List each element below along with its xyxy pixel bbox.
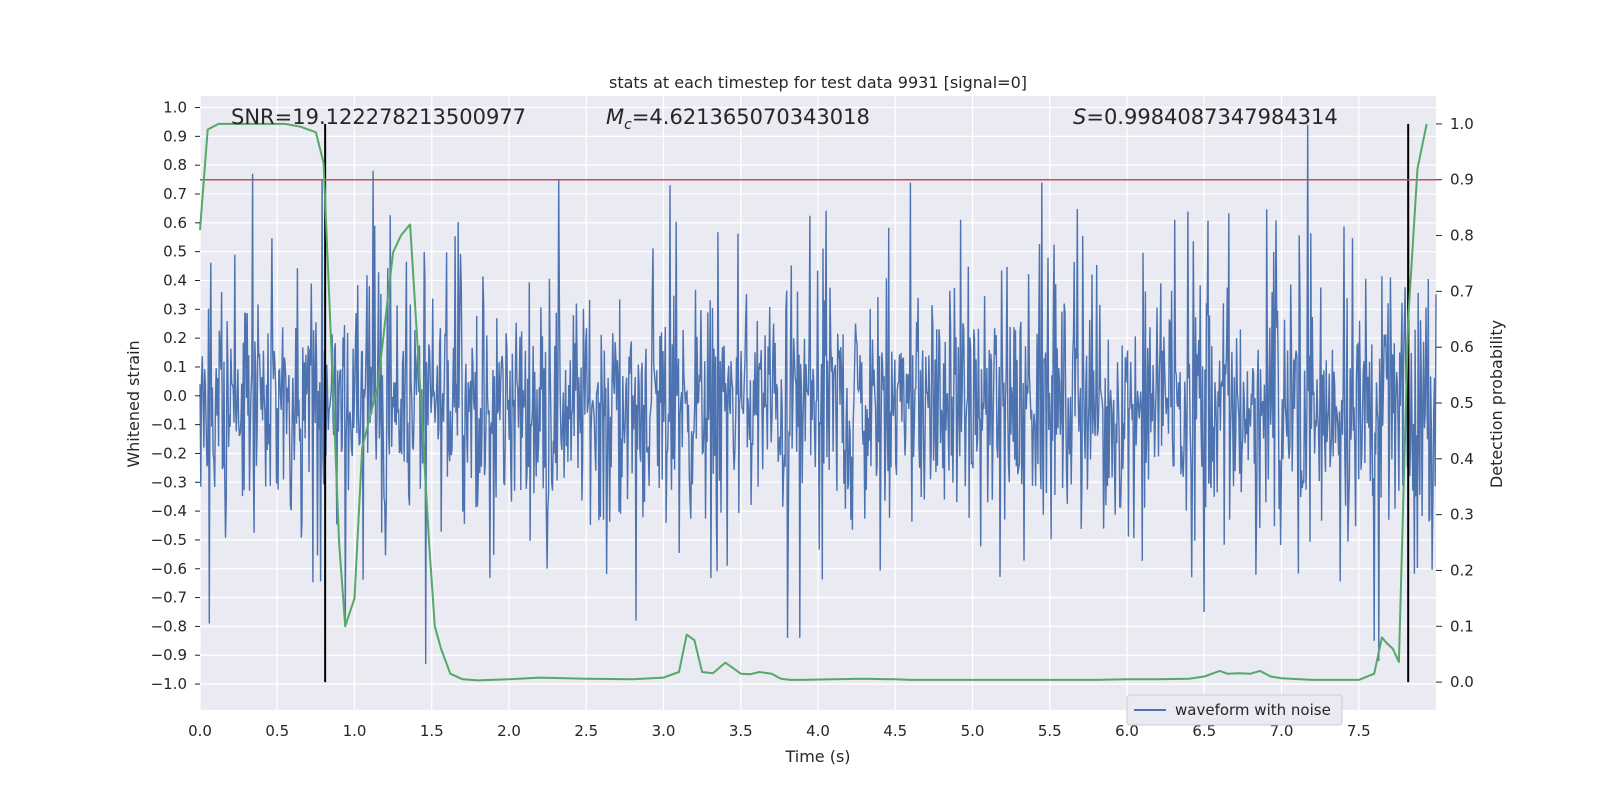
y-tick-label: −0.6 (151, 560, 187, 578)
x-tick-label: 3.5 (729, 722, 753, 740)
waveform-series (199, 124, 1437, 664)
y-tick-label: −0.3 (151, 473, 187, 491)
y2-tick-label: 0.2 (1450, 561, 1474, 579)
y2-tick-label: 0.5 (1450, 394, 1474, 412)
legend-box (1126, 694, 1343, 726)
significance-annotation: S=0.9984087347984314 (1073, 105, 1338, 129)
y-tick-label: 1.0 (163, 99, 187, 117)
x-tick-label: 6.0 (1115, 722, 1139, 740)
y2-tick-label: 0.1 (1450, 617, 1474, 635)
x-tick-label: 6.5 (1192, 722, 1216, 740)
y-tick-label: 0.1 (163, 358, 187, 376)
y-tick-label: 0.6 (163, 214, 187, 232)
y-tick-label: −0.2 (151, 444, 187, 462)
y-tick-label: 0.2 (163, 329, 187, 347)
y2-axis-label: Detection probability (1487, 320, 1506, 488)
y2-tick-label: 1.0 (1450, 115, 1474, 133)
y2-tick-label: 0.3 (1450, 506, 1474, 524)
x-tick-label: 0.5 (265, 722, 289, 740)
x-tick-label: 0.0 (188, 722, 212, 740)
probability-line (199, 122, 1428, 682)
y2-axis-ticks: 1.0 0.9 0.8 0.7 0.6 0.5 0.4 0.3 0.2 0.1 0.0 (1436, 115, 1474, 691)
x-tick-label: 5.5 (1038, 722, 1062, 740)
y2-tick-label: 0.9 (1450, 171, 1474, 189)
y2-tick-label: 0.0 (1450, 673, 1474, 691)
chart-title: stats at each timestep for test data 993… (609, 73, 1027, 92)
x-tick-label: 4.0 (806, 722, 830, 740)
y2-tick-label: 0.4 (1450, 450, 1474, 468)
chirp-mass-symbol: M (606, 105, 624, 129)
y-tick-label: −0.7 (151, 589, 187, 607)
y-tick-label: −0.9 (151, 646, 187, 664)
legend-label: waveform with noise (1175, 701, 1331, 719)
y-tick-label: 0.4 (163, 271, 187, 289)
y-tick-label: 0.0 (163, 387, 187, 405)
y-tick-label: 0.3 (163, 300, 187, 318)
y-tick-label: 0.8 (163, 156, 187, 174)
y-tick-label: −1.0 (151, 675, 187, 693)
chirp-mass-value: =4.621365070343018 (632, 105, 870, 129)
waveform-line (199, 124, 1437, 664)
y-axis-ticks: 1.0 0.9 0.8 0.7 0.6 0.5 0.4 0.3 0.2 0.1 0.0 −0.1 −0.… (151, 99, 200, 693)
x-tick-label: 5.0 (961, 722, 985, 740)
y2-tick-label: 0.8 (1450, 227, 1474, 245)
chirp-mass-subscript: c (624, 117, 632, 133)
x-tick-label: 7.5 (1347, 722, 1371, 740)
y-tick-label: −0.1 (151, 416, 187, 434)
x-axis-ticks: 0.0 0.5 1.0 1.5 2.0 2.5 3.0 3.5 4.0 4.5 5.0 5.5 6.0 6… (188, 722, 1371, 740)
significance-value: =0.9984087347984314 (1086, 105, 1337, 129)
chirp-mass-annotation: Mc=4.621365070343018 (606, 105, 870, 133)
y2-tick-label: 0.6 (1450, 338, 1474, 356)
x-tick-label: 2.5 (574, 722, 598, 740)
x-axis-label: Time (s) (784, 747, 850, 766)
y-tick-label: −0.5 (151, 531, 187, 549)
y2-tick-label: 0.7 (1450, 282, 1474, 300)
x-tick-label: 1.5 (420, 722, 444, 740)
probability-series (199, 122, 1428, 682)
y-tick-label: −0.4 (151, 502, 187, 520)
y-tick-label: 0.7 (163, 185, 187, 203)
x-tick-label: 7.0 (1270, 722, 1294, 740)
x-tick-label: 4.5 (883, 722, 907, 740)
legend: waveform with noise (1126, 694, 1343, 726)
y-tick-label: 0.9 (163, 127, 187, 145)
y-tick-label: −0.8 (151, 617, 187, 635)
significance-symbol: S (1073, 105, 1086, 129)
snr-annotation: SNR=19.122278213500977 (231, 105, 526, 129)
y-axis-label: Whitened strain (124, 340, 143, 467)
x-tick-label: 3.0 (652, 722, 676, 740)
y-tick-label: 0.5 (163, 243, 187, 261)
x-tick-label: 1.0 (343, 722, 367, 740)
x-tick-label: 2.0 (497, 722, 521, 740)
